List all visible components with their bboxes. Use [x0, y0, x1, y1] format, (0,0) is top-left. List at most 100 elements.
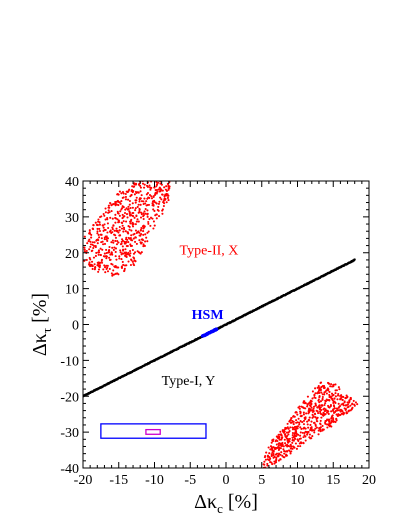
type-2-point	[108, 267, 111, 271]
type-2-point	[321, 395, 324, 399]
type-2-point	[312, 407, 315, 410]
type-2-point	[285, 431, 289, 434]
type-2-point	[285, 436, 288, 439]
type-2-point	[284, 450, 287, 453]
type-2-point	[283, 456, 286, 459]
type-2-point	[313, 413, 317, 416]
type-2-point	[311, 435, 314, 438]
type-2-point	[126, 231, 129, 234]
type-2-point	[330, 410, 333, 413]
type-2-point	[164, 193, 167, 196]
type-2-point	[106, 266, 109, 269]
type-2-point	[286, 422, 289, 425]
type-2-point	[109, 216, 112, 219]
type-2-point	[299, 415, 302, 418]
type-2-point	[119, 210, 122, 213]
type-2-point	[275, 459, 278, 462]
type-2-point	[109, 229, 112, 232]
type-2-point	[139, 190, 142, 193]
type-2-point	[332, 383, 335, 386]
type-2-point	[123, 215, 126, 218]
type-2-point	[321, 393, 324, 396]
type-2-point	[114, 239, 117, 243]
type-2-point	[154, 191, 157, 194]
type-2-point	[335, 413, 338, 416]
type-2-point	[100, 261, 104, 264]
type-2-point	[108, 211, 111, 214]
type-2-point	[337, 392, 340, 396]
type-2-point	[89, 245, 92, 248]
type-2-point	[129, 220, 132, 223]
type-2-point	[116, 230, 119, 233]
type-2-point	[92, 256, 96, 259]
type-2-point	[107, 209, 110, 212]
type-2-point	[335, 389, 338, 392]
type-2-point	[96, 230, 99, 233]
type-2-point	[297, 406, 300, 409]
y-tick-label: -10	[60, 354, 79, 369]
type-2-point	[142, 227, 145, 230]
type-2-point	[138, 239, 141, 242]
type-2-point	[279, 453, 282, 456]
type-2-point	[299, 419, 302, 423]
type-2-point	[92, 228, 95, 231]
type-2-point	[310, 420, 313, 423]
type-2-point	[158, 190, 161, 193]
type-2-point	[100, 215, 103, 218]
type-2-point	[313, 429, 316, 432]
type-2-point	[119, 234, 122, 237]
type-2-point	[314, 387, 317, 390]
type-2-point	[97, 251, 100, 254]
type-2-point	[139, 228, 143, 231]
type-2-point	[354, 401, 357, 404]
type-2-point	[121, 239, 124, 242]
type-2-point	[306, 420, 309, 423]
y-tick-label: -30	[60, 426, 79, 441]
type-2-point	[90, 236, 93, 239]
type-2-point	[298, 437, 301, 440]
type-2-point	[325, 392, 328, 395]
type-2-point	[319, 406, 322, 409]
type-2-point	[146, 240, 149, 243]
type-2-point	[127, 205, 130, 208]
type-2-point	[334, 395, 337, 398]
type-2-point	[142, 215, 145, 218]
y-axis-unit: [%]	[29, 293, 51, 323]
type-2-point	[309, 399, 312, 402]
type-2-point	[94, 221, 97, 224]
type-2-point	[117, 219, 120, 222]
type-2-point	[124, 195, 127, 198]
type-2-point	[120, 265, 123, 268]
type-2-point	[287, 431, 290, 434]
type-2-point	[296, 427, 299, 430]
type-2-point	[96, 242, 99, 245]
type-2-point	[148, 218, 151, 221]
type-2-point	[317, 429, 320, 432]
type-2-point	[332, 418, 335, 421]
type-2-point	[127, 251, 130, 254]
type-2-point	[305, 412, 308, 415]
type-2-point	[280, 438, 283, 441]
type-2-point	[121, 260, 124, 263]
type-2-point	[348, 400, 351, 403]
type-2-point	[104, 211, 107, 214]
type-2-point	[86, 242, 89, 245]
x-tick-label: 10	[291, 473, 305, 488]
type-2-point	[309, 426, 313, 429]
type-2-point	[103, 252, 106, 255]
type-2-point	[279, 458, 282, 461]
type-2-point	[332, 393, 335, 397]
type-2-point	[339, 410, 342, 413]
type-2-point	[129, 195, 132, 198]
type-2-point	[111, 273, 115, 276]
type-2-point	[107, 206, 110, 209]
type-2-point	[122, 263, 125, 267]
type-2-point	[263, 460, 266, 463]
type-2-point	[106, 239, 109, 243]
type-2-point	[93, 268, 96, 271]
type-2-point	[135, 215, 138, 218]
type-2-point	[349, 404, 352, 407]
type-2-point	[276, 439, 279, 443]
type-2-point	[296, 445, 300, 448]
type-2-point	[286, 437, 289, 440]
